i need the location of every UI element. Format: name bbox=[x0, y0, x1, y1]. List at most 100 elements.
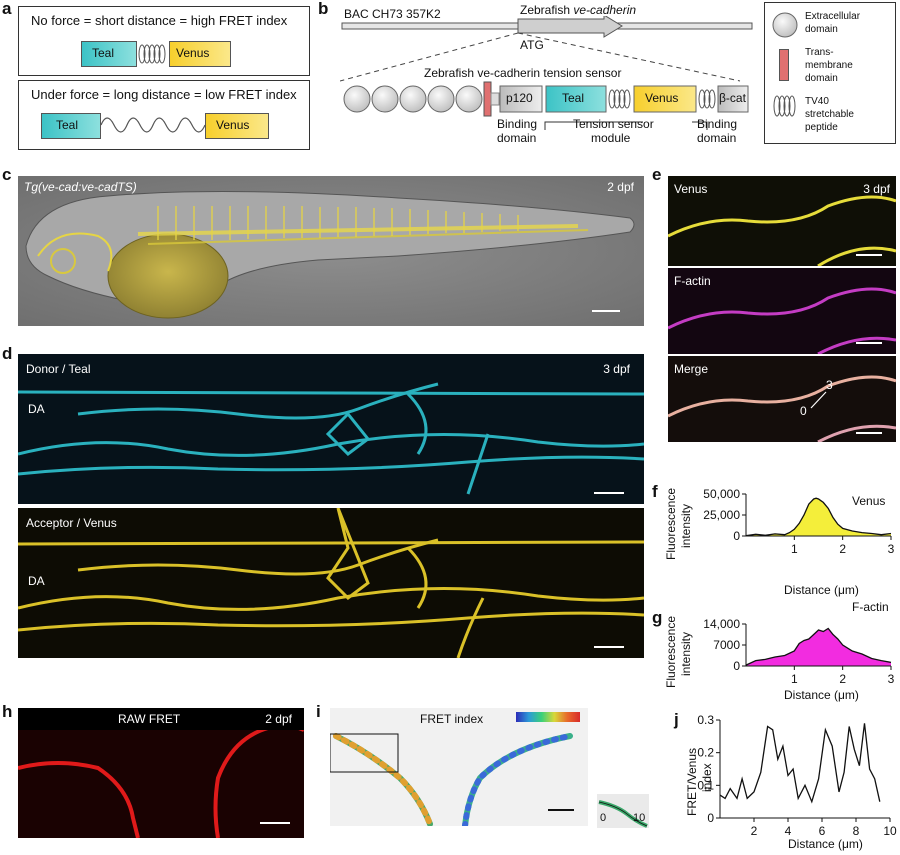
panel-label-e: e bbox=[652, 165, 662, 184]
donor-stage: 3 dpf bbox=[603, 362, 630, 376]
donor-title: Donor / Teal bbox=[26, 362, 91, 376]
series-line bbox=[719, 723, 881, 804]
fret-index-vessels bbox=[330, 733, 574, 826]
teal-label: Teal bbox=[92, 46, 115, 60]
raw-fret-image: RAW FRET 2 dpf bbox=[18, 708, 304, 838]
acceptor-venus-image: Acceptor / Venus DA bbox=[18, 508, 644, 658]
panel-c-stage: 2 dpf bbox=[607, 180, 634, 194]
binding-left-1: Binding bbox=[497, 117, 538, 131]
y-tick-label: 50,000 bbox=[703, 487, 740, 501]
raw-fret-stage: 2 dpf bbox=[265, 712, 292, 726]
venus-block-stretched: Venus bbox=[205, 113, 269, 139]
f-legend: Venus bbox=[852, 494, 886, 508]
fret-high-box: No force = short distance = high FRET in… bbox=[18, 6, 310, 76]
factin-zoom-title: F-actin bbox=[674, 274, 711, 288]
venus-vessels bbox=[18, 508, 644, 658]
zebrafish-image: Tg(ve-cad:ve-cadTS) 2 dpf bbox=[18, 176, 644, 326]
x-tick-label: 3 bbox=[888, 672, 895, 686]
fret-inset-image: 0 10 bbox=[597, 794, 649, 828]
x-tick-label: 2 bbox=[839, 542, 846, 556]
panel-label-g: g bbox=[652, 608, 663, 627]
sensor-teal-label: Teal bbox=[562, 91, 585, 105]
linescan-end-label: 3 bbox=[826, 378, 833, 392]
panel-label-j: j bbox=[674, 710, 679, 729]
y-tick-label: 14,000 bbox=[703, 617, 740, 631]
x-tick-label: 2 bbox=[751, 824, 758, 836]
series-line bbox=[745, 627, 892, 666]
panel-label-b: b bbox=[318, 0, 329, 18]
merge-zoom-image: Merge 3 0 bbox=[668, 356, 896, 442]
g-xlabel: Distance (μm) bbox=[784, 688, 859, 702]
legend-tv40-3: peptide bbox=[805, 122, 838, 133]
series-line bbox=[745, 497, 892, 537]
legend-extracellular-1: Extracellular bbox=[805, 11, 861, 22]
domain-brackets bbox=[544, 121, 708, 130]
f-ylabel-2: intensity bbox=[679, 503, 693, 548]
venus-zoom-title: Venus bbox=[674, 182, 708, 196]
venus-zoom-image: Venus 3 dpf bbox=[668, 176, 896, 266]
sensor-construct bbox=[343, 81, 749, 117]
zebrafish-body bbox=[25, 190, 635, 319]
acceptor-title: Acceptor / Venus bbox=[26, 516, 117, 530]
raw-fret-title: RAW FRET bbox=[118, 712, 181, 726]
y-tick-label: 7000 bbox=[713, 638, 740, 652]
teal-vessels bbox=[18, 382, 644, 495]
j-xlabel: Distance (μm) bbox=[788, 837, 863, 851]
fret-high-text: No force = short distance = high FRET in… bbox=[31, 13, 288, 28]
raw-fret-scale-bar bbox=[260, 822, 290, 824]
x-tick-label: 1 bbox=[791, 672, 798, 686]
inset-start-label: 0 bbox=[600, 812, 607, 824]
y-tick-label: 0 bbox=[733, 529, 740, 543]
merge-title: Merge bbox=[674, 362, 709, 376]
stretched-spring-icon bbox=[101, 117, 205, 133]
p120-label: p120 bbox=[506, 91, 533, 105]
bcat-label: β-cat bbox=[719, 91, 746, 105]
sensor-venus-label: Venus bbox=[645, 91, 679, 105]
x-tick-label: 8 bbox=[853, 824, 860, 836]
coiled-spring-icon bbox=[138, 44, 166, 64]
x-tick-label: 10 bbox=[883, 824, 897, 836]
fret-index-image: FRET index bbox=[330, 708, 588, 826]
bac-label: BAC CH73 357K2 bbox=[344, 7, 441, 21]
y-tick-label: 0.2 bbox=[697, 746, 714, 760]
legend-tm-1: Trans- bbox=[805, 47, 834, 58]
area-fill bbox=[746, 628, 891, 666]
venus-profile-chart: 0 25,000 50,000 1 2 3 bbox=[703, 487, 894, 556]
factin-junction bbox=[668, 287, 896, 354]
y-tick-label: 0.1 bbox=[697, 778, 714, 792]
venus-label-2: Venus bbox=[216, 118, 250, 132]
fret-index-title: FRET index bbox=[420, 712, 484, 726]
inset-vessel bbox=[598, 800, 648, 828]
acceptor-da-label: DA bbox=[28, 574, 45, 588]
transgenic-line-label: Tg(ve-cad:ve-cadTS) bbox=[24, 180, 137, 194]
teal-block: Teal bbox=[81, 41, 137, 67]
gene-label: Zebrafish ve-cadherin bbox=[520, 3, 636, 17]
fret-venus-chart: 0 0.1 0.2 0.3 2 4 6 8 10 bbox=[697, 713, 897, 836]
tm-legend-icon bbox=[779, 49, 789, 81]
merge-junction bbox=[668, 375, 896, 442]
g-ylabel-1: Fluorescence bbox=[664, 615, 678, 688]
merge-scale-bar bbox=[856, 432, 882, 434]
j-ylabel-1: FRET/Venus bbox=[685, 747, 699, 816]
g-legend: F-actin bbox=[852, 600, 889, 614]
acceptor-scale-bar bbox=[594, 646, 624, 648]
x-tick-label: 1 bbox=[791, 542, 798, 556]
x-tick-label: 4 bbox=[785, 824, 792, 836]
y-tick-label: 0 bbox=[707, 811, 714, 825]
y-tick-label: 25,000 bbox=[703, 508, 740, 522]
teal-label-2: Teal bbox=[56, 118, 79, 132]
binding-left-2: domain bbox=[497, 131, 537, 145]
donor-teal-image: Donor / Teal 3 dpf DA bbox=[18, 354, 644, 504]
fret-low-box: Under force = long distance = low FRET i… bbox=[18, 80, 310, 150]
j-ylabel-2: index bbox=[700, 763, 714, 792]
panel-label-d: d bbox=[2, 344, 13, 363]
legend-tm-3: domain bbox=[805, 73, 838, 84]
domain-legend: Extracellular domain Trans- membrane dom… bbox=[764, 2, 896, 144]
venus-block: Venus bbox=[169, 41, 231, 67]
panel-label-h: h bbox=[2, 702, 13, 721]
f-xlabel: Distance (μm) bbox=[784, 583, 859, 597]
module-1: Tension sensor bbox=[573, 117, 654, 131]
y-tick-label: 0.3 bbox=[697, 713, 714, 727]
donor-scale-bar bbox=[594, 492, 624, 494]
panel-label-a: a bbox=[2, 0, 12, 18]
